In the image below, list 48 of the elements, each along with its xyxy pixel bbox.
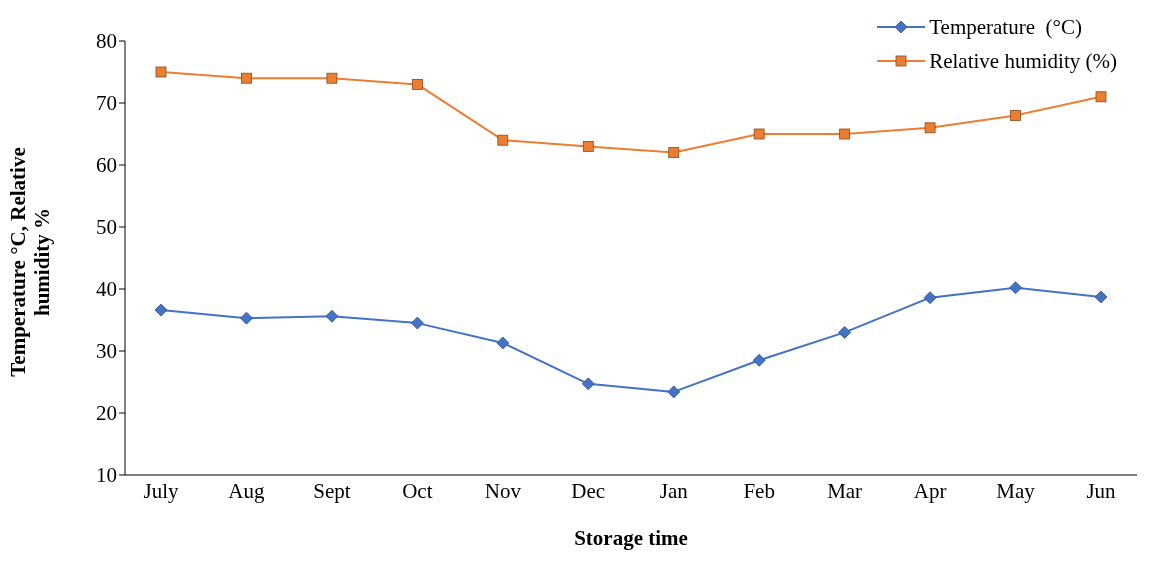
x-tick-label: Feb <box>743 478 775 503</box>
y-tick-label: 30 <box>96 339 117 364</box>
point <box>496 336 510 350</box>
x-tick-label: Jun <box>1086 478 1117 503</box>
point <box>582 141 594 152</box>
y-tick-label: 20 <box>96 401 117 426</box>
point <box>838 326 852 339</box>
y-tick-label: 60 <box>96 153 117 178</box>
point <box>497 134 509 146</box>
x-tick-label: Nov <box>484 478 522 503</box>
point <box>411 79 423 90</box>
point <box>581 377 595 391</box>
y-tick-label: 70 <box>96 91 117 116</box>
point <box>1094 290 1108 304</box>
y-axis-title: Temperature °C, Relative humidity % <box>6 146 54 379</box>
x-tick-label: Apr <box>913 478 947 503</box>
point <box>241 72 252 84</box>
x-tick-label: Aug <box>228 478 266 503</box>
point <box>668 147 680 158</box>
point <box>326 72 338 84</box>
point <box>667 385 681 399</box>
x-tick-label: Mar <box>827 478 863 503</box>
point <box>240 311 253 325</box>
x-axis-title: Storage time <box>574 526 688 550</box>
x-tick-label: Oct <box>402 478 433 503</box>
point <box>1010 110 1021 121</box>
point <box>752 353 766 367</box>
point <box>325 309 339 323</box>
point <box>410 316 424 330</box>
x-tick-label: May <box>996 478 1036 503</box>
y-tick-label: 10 <box>96 463 117 488</box>
y-tick-label: 50 <box>96 215 117 240</box>
point <box>1009 281 1022 295</box>
y-tick-label: 40 <box>96 277 117 302</box>
x-tick-label: July <box>143 478 179 503</box>
point <box>155 66 167 78</box>
y-tick-label: 80 <box>96 29 117 54</box>
point <box>924 122 936 134</box>
point <box>923 291 937 305</box>
point <box>1095 91 1107 103</box>
point <box>839 128 851 140</box>
point <box>154 303 168 317</box>
x-tick-label: Dec <box>571 478 606 503</box>
x-tick-label: Sept <box>313 478 351 503</box>
legend-label: Relative humidity (%) <box>929 48 1117 75</box>
point <box>753 128 765 140</box>
x-tick-label: Jan <box>659 478 689 503</box>
legend-label: Temperature (°C) <box>929 14 1082 41</box>
